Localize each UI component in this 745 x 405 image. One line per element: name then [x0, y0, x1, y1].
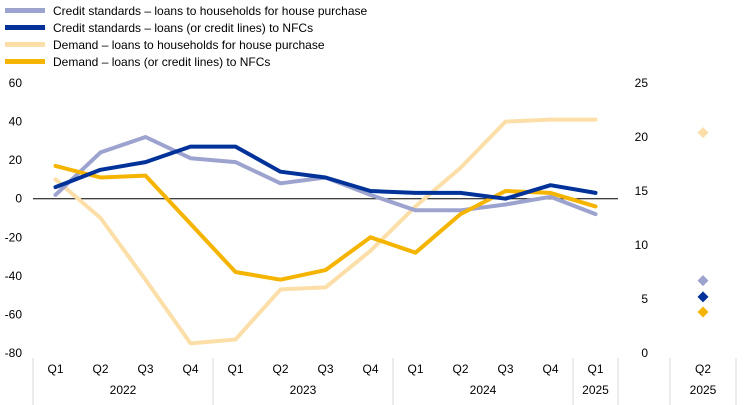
legend-label-1: Credit standards – loans (or credit line… — [53, 21, 313, 35]
legend-swatch-1 — [5, 25, 45, 30]
diamond-marker-1 — [697, 275, 709, 287]
diamond-marker-2 — [697, 291, 709, 303]
side-y-tick-label: 20 — [635, 130, 649, 144]
x-tick-label: Q2 — [452, 362, 468, 376]
y-tick-label: 60 — [9, 76, 23, 90]
y-tick-label: -40 — [5, 269, 23, 283]
y-tick-label: 20 — [9, 153, 23, 167]
legend-label-0: Credit standards – loans to households f… — [53, 4, 368, 18]
x-tick-label: Q3 — [497, 362, 513, 376]
legend-swatch-3 — [5, 59, 45, 64]
diamond-marker-0 — [697, 127, 709, 139]
y-tick-label: -60 — [5, 307, 23, 321]
x-tick-label: Q4 — [182, 362, 198, 376]
side-y-tick-label: 15 — [635, 184, 649, 198]
x-tick-label: Q4 — [542, 362, 558, 376]
side-y-tick-label: 0 — [641, 346, 648, 360]
side-x-tick-label: Q2 — [695, 362, 711, 376]
legend-swatch-2 — [5, 42, 45, 47]
year-label: 2022 — [110, 383, 137, 397]
x-tick-label: Q1 — [587, 362, 603, 376]
x-tick-label: Q4 — [362, 362, 378, 376]
x-tick-label: Q2 — [272, 362, 288, 376]
series-line-2 — [53, 117, 598, 346]
x-tick-label: Q2 — [92, 362, 108, 376]
y-tick-label: 40 — [9, 115, 23, 129]
year-label: 2025 — [582, 383, 609, 397]
year-label: 2023 — [290, 383, 317, 397]
y-tick-label: 0 — [15, 192, 22, 206]
legend-label-2: Demand – loans to households for house p… — [53, 38, 325, 52]
y-tick-label: -80 — [5, 346, 23, 360]
diamond-marker-3 — [697, 306, 709, 318]
legend: Credit standards – loans to households f… — [5, 4, 368, 69]
x-tick-label: Q1 — [407, 362, 423, 376]
legend-label-3: Demand – loans (or credit lines) to NFCs — [53, 55, 270, 69]
x-tick-label: Q1 — [227, 362, 243, 376]
x-tick-label: Q1 — [47, 362, 63, 376]
x-tick-label: Q3 — [137, 362, 153, 376]
x-tick-label: Q3 — [317, 362, 333, 376]
side-year-label: 2025 — [690, 383, 717, 397]
side-y-tick-label: 10 — [635, 238, 649, 252]
side-y-tick-label: 5 — [641, 292, 648, 306]
year-label: 2024 — [470, 383, 497, 397]
side-y-tick-label: 25 — [635, 76, 649, 90]
y-tick-label: -20 — [5, 230, 23, 244]
legend-swatch-0 — [5, 8, 45, 13]
main-line-chart: -80 -60 -40 -20 0 20 40 60 Q1 Q2 Q3 Q4 Q1 Q2 Q3 Q4 Q1 Q2 Q… — [5, 76, 619, 405]
series-line-3 — [53, 163, 598, 282]
series-line-1 — [53, 144, 598, 201]
